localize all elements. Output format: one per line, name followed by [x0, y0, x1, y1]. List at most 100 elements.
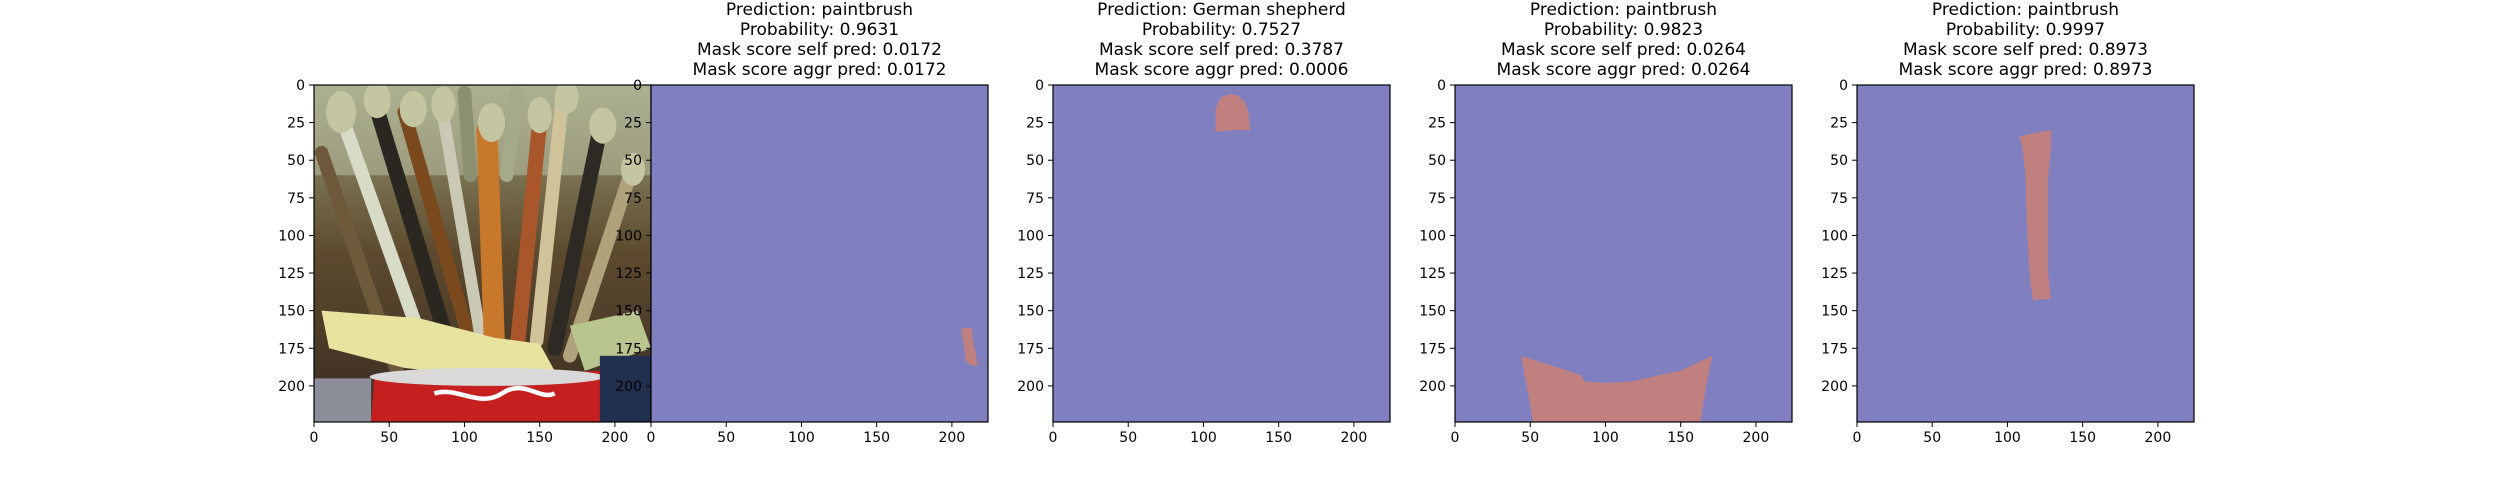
y-tick-label: 175 — [1821, 341, 1848, 357]
panel-mask-4: Prediction: paintbrush Probability: 0.99… — [1821, 0, 2195, 446]
y-tick-label: 175 — [615, 341, 642, 357]
x-tick-label: 150 — [2069, 430, 2096, 446]
y-tick-label: 75 — [624, 191, 642, 207]
title-line-4-1: Probability: 0.9997 — [1946, 20, 2105, 40]
title-line-1-1: Probability: 0.9631 — [740, 20, 899, 40]
y-axis-2: 0 25 50 75 100 125 150 175 200 — [1017, 78, 1053, 395]
title-line-4-2: Mask score self pred: 0.8973 — [1903, 40, 2148, 60]
y-tick-label: 25 — [1026, 116, 1044, 132]
y-tick-label: 125 — [1821, 266, 1848, 282]
y-tick-label: 100 — [1821, 228, 1848, 244]
y-tick-label: 175 — [1419, 341, 1446, 357]
y-tick-label: 150 — [278, 304, 305, 320]
paintbrush-photo — [314, 85, 651, 422]
y-tick-label: 100 — [1017, 228, 1044, 244]
x-tick-label: 50 — [1923, 430, 1941, 446]
axes-frame-2 — [1052, 84, 1391, 423]
x-tick-label: 0 — [310, 430, 319, 446]
y-tick-label: 25 — [1830, 116, 1848, 132]
x-tick-label: 200 — [602, 430, 629, 446]
x-axis-0: 0 50 100 150 200 — [310, 422, 629, 446]
y-tick-label: 100 — [278, 228, 305, 244]
x-tick-label: 100 — [1994, 430, 2021, 446]
mask-region-3 — [1521, 355, 1713, 422]
mask-region-2 — [1215, 94, 1251, 132]
y-tick-label: 50 — [287, 153, 305, 169]
y-tick-label: 50 — [1830, 153, 1848, 169]
x-tick-label: 0 — [1451, 430, 1460, 446]
y-axis-3: 0 25 50 75 100 125 150 175 200 — [1419, 78, 1455, 395]
title-line-2-2: Mask score self pred: 0.3787 — [1099, 40, 1344, 60]
title-line-2-0: Prediction: German shepherd — [1097, 0, 1346, 20]
panel-mask-1: Prediction: paintbrush Probability: 0.96… — [615, 0, 989, 446]
y-tick-label: 50 — [1026, 153, 1044, 169]
mask-region-1 — [960, 327, 978, 367]
y-tick-label: 100 — [615, 228, 642, 244]
mask-background-3 — [1455, 85, 1792, 422]
y-axis-0: 0 25 50 75 100 125 150 175 200 — [278, 78, 314, 395]
title-line-2-1: Probability: 0.7527 — [1142, 20, 1301, 40]
y-tick-label: 150 — [1419, 304, 1446, 320]
y-axis-1: 0 25 50 75 100 125 150 175 200 — [615, 78, 651, 395]
x-tick-label: 50 — [1521, 430, 1539, 446]
y-tick-label: 200 — [1017, 379, 1044, 395]
y-tick-label: 0 — [1437, 78, 1446, 94]
title-line-3-1: Probability: 0.9823 — [1544, 20, 1703, 40]
x-axis-2: 0 50 100 150 200 — [1049, 422, 1368, 446]
y-tick-label: 75 — [1428, 191, 1446, 207]
x-tick-label: 150 — [1667, 430, 1694, 446]
y-tick-label: 25 — [1428, 116, 1446, 132]
y-axis-4: 0 25 50 75 100 125 150 175 200 — [1821, 78, 1857, 395]
y-tick-label: 50 — [1428, 153, 1446, 169]
x-tick-label: 200 — [2145, 430, 2172, 446]
x-axis-4: 0 50 100 150 200 — [1853, 422, 2172, 446]
x-tick-label: 0 — [1049, 430, 1058, 446]
y-tick-label: 75 — [1830, 191, 1848, 207]
y-tick-label: 200 — [615, 379, 642, 395]
x-tick-label: 0 — [1853, 430, 1862, 446]
x-tick-label: 50 — [1119, 430, 1137, 446]
y-tick-label: 0 — [296, 78, 305, 94]
x-axis-1: 0 50 100 150 200 — [647, 422, 966, 446]
y-tick-label: 125 — [615, 266, 642, 282]
panel-mask-2: Prediction: German shepherd Probability:… — [1017, 0, 1391, 446]
title-line-4-3: Mask score aggr pred: 0.8973 — [1899, 60, 2153, 80]
mask-background-1 — [651, 85, 988, 422]
axes-frame-3 — [1454, 84, 1793, 423]
x-tick-label: 100 — [788, 430, 815, 446]
panel-mask-3: Prediction: paintbrush Probability: 0.98… — [1419, 0, 1793, 446]
panel-photo: 0 50 100 150 200 0 25 50 75 100 125 150 175 200 — [278, 78, 652, 446]
y-tick-label: 0 — [1839, 78, 1848, 94]
y-tick-label: 25 — [287, 116, 305, 132]
y-tick-label: 200 — [278, 379, 305, 395]
x-tick-label: 50 — [717, 430, 735, 446]
y-tick-label: 0 — [1035, 78, 1044, 94]
title-line-3-2: Mask score self pred: 0.0264 — [1501, 40, 1746, 60]
title-line-3-3: Mask score aggr pred: 0.0264 — [1497, 60, 1751, 80]
axes-frame-1 — [650, 84, 989, 423]
x-tick-label: 50 — [380, 430, 398, 446]
title-line-2-3: Mask score aggr pred: 0.0006 — [1095, 60, 1349, 80]
x-tick-label: 100 — [451, 430, 478, 446]
y-tick-label: 175 — [1017, 341, 1044, 357]
y-tick-label: 200 — [1419, 379, 1446, 395]
x-tick-label: 200 — [1743, 430, 1770, 446]
x-tick-label: 200 — [1341, 430, 1368, 446]
title-line-1-3: Mask score aggr pred: 0.0172 — [693, 60, 947, 80]
axes-frame-4 — [1856, 84, 2195, 423]
x-tick-label: 150 — [526, 430, 553, 446]
title-line-3-0: Prediction: paintbrush — [1530, 0, 1717, 20]
y-tick-label: 150 — [615, 304, 642, 320]
y-tick-label: 150 — [1017, 304, 1044, 320]
y-tick-label: 125 — [1017, 266, 1044, 282]
y-tick-label: 50 — [624, 153, 642, 169]
y-tick-label: 100 — [1419, 228, 1446, 244]
mask-background-2 — [1053, 85, 1390, 422]
x-tick-label: 150 — [863, 430, 890, 446]
x-tick-label: 200 — [939, 430, 966, 446]
x-tick-label: 0 — [647, 430, 656, 446]
y-tick-label: 75 — [1026, 191, 1044, 207]
mask-region-4 — [2019, 130, 2052, 301]
y-tick-label: 125 — [278, 266, 305, 282]
